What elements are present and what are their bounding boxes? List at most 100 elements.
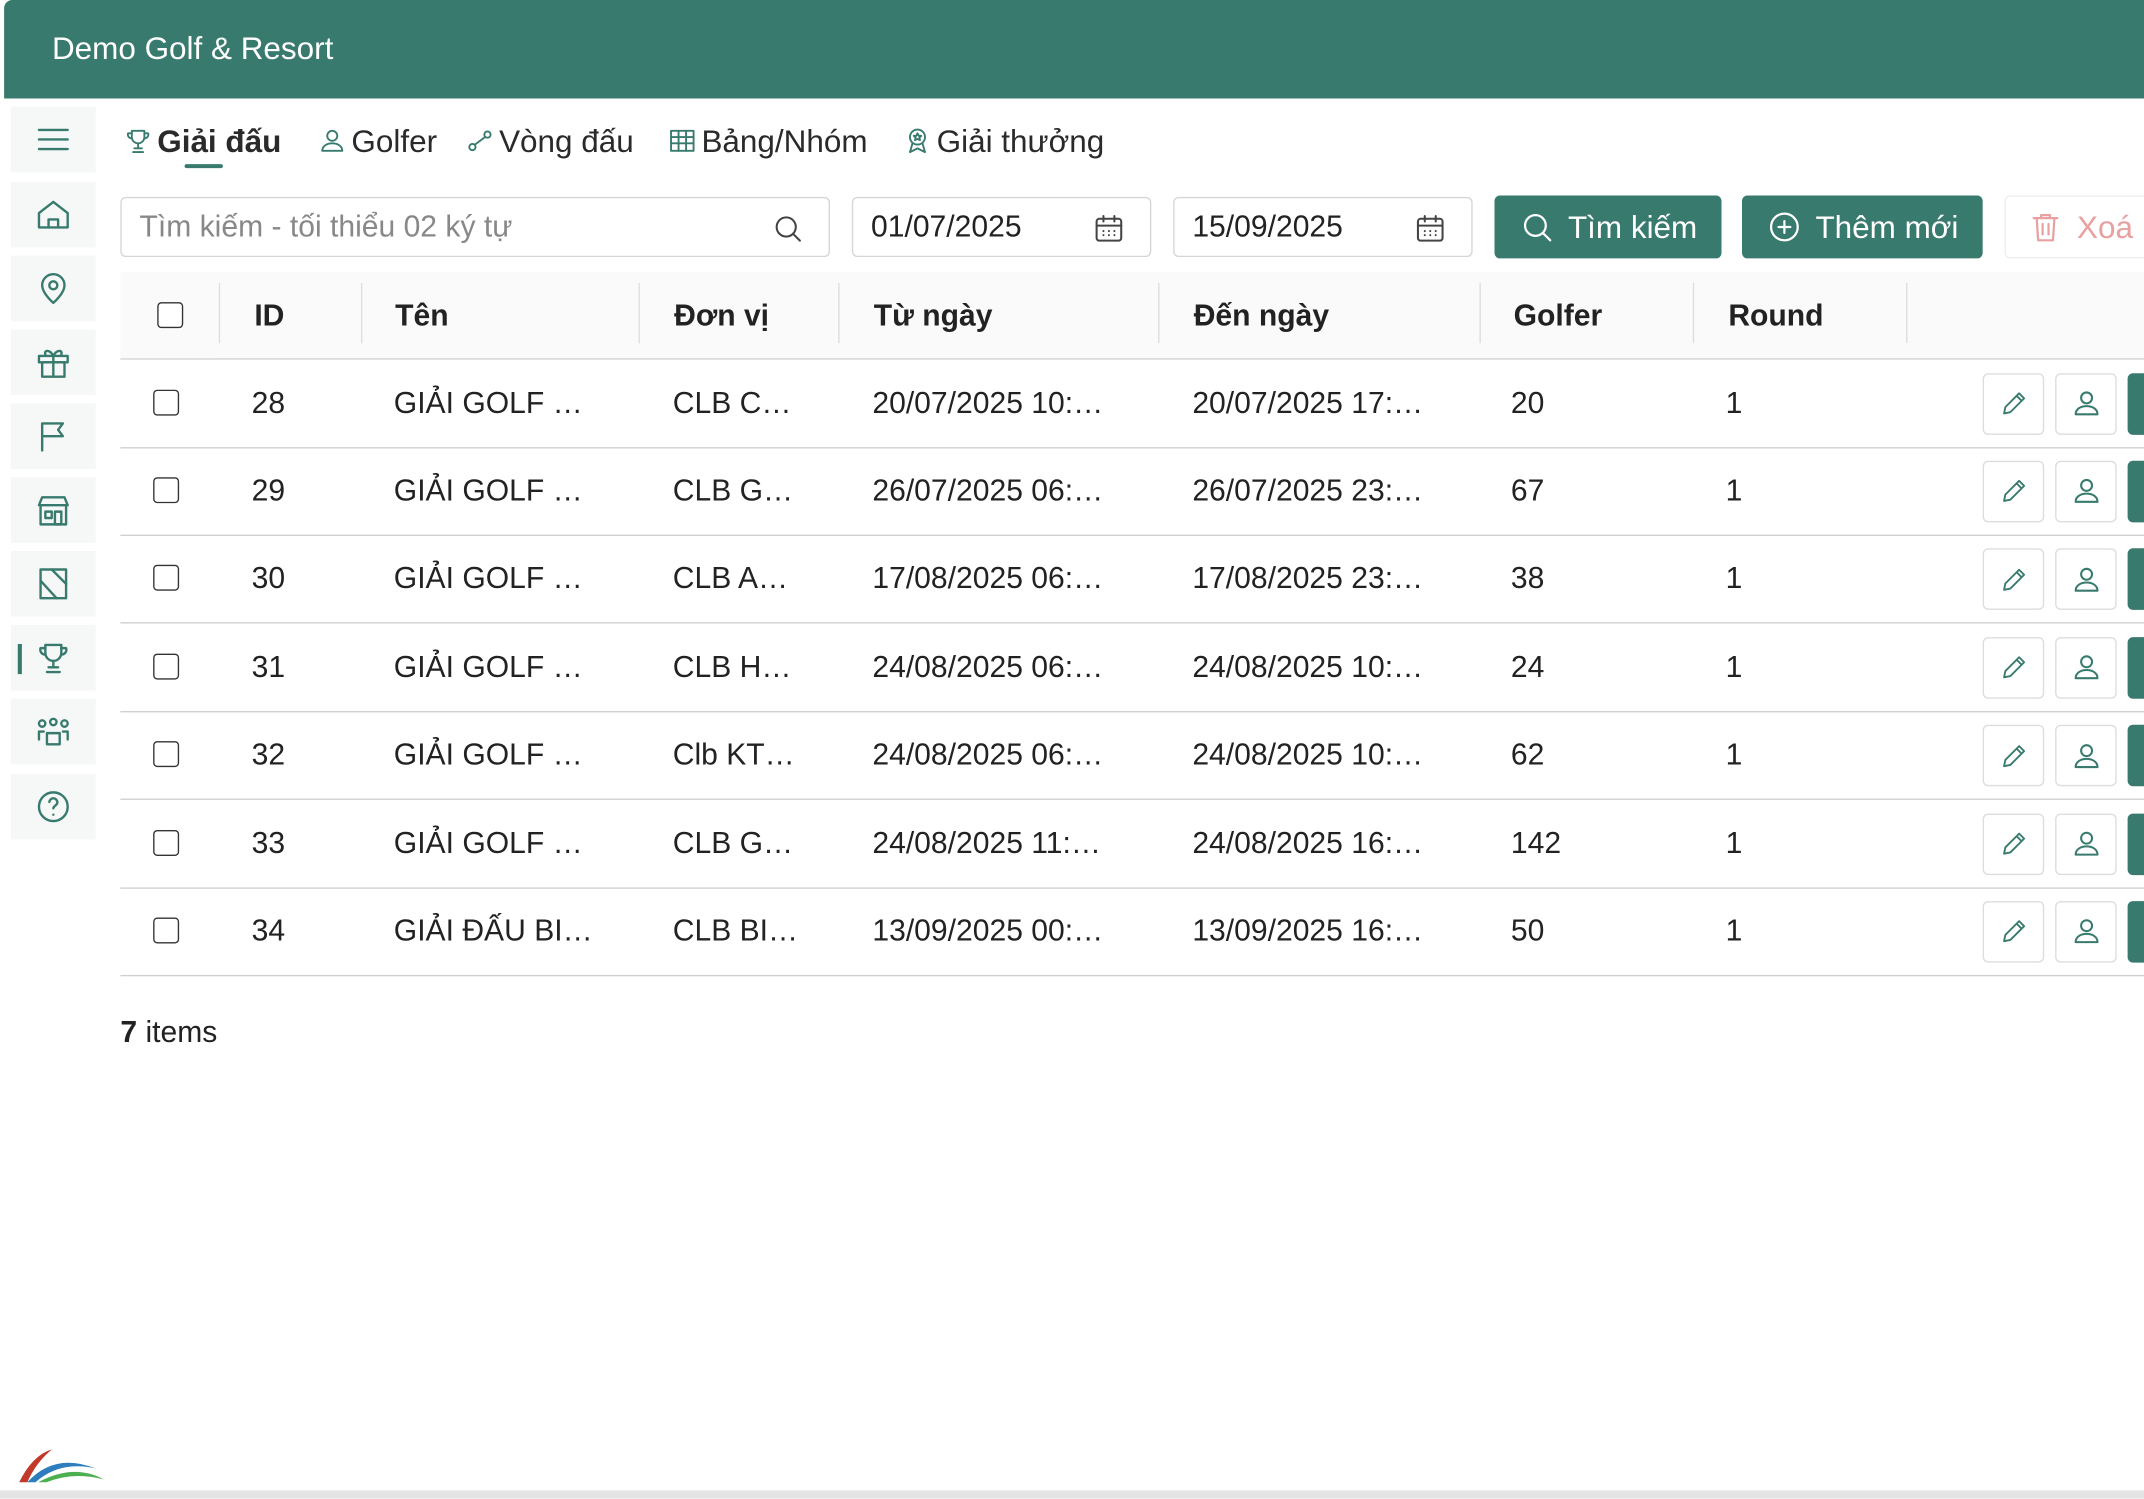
table-cell[interactable]: 1: [1725, 561, 1743, 596]
table-cell[interactable]: 1: [1725, 825, 1743, 860]
golfer-btn[interactable]: [2055, 812, 2117, 875]
edit-btn[interactable]: [1982, 372, 2045, 435]
table-cell[interactable]: 62: [1510, 737, 1545, 772]
table-cell[interactable]: 1: [1725, 649, 1743, 684]
table-cell[interactable]: 1: [1725, 384, 1743, 420]
row-checkbox[interactable]: [153, 565, 180, 592]
row-checkbox[interactable]: [153, 389, 180, 415]
table-cell[interactable]: GIẢI GOLF …: [393, 825, 583, 860]
more-btn[interactable]: [2127, 636, 2144, 699]
action-btn[interactable]: Xoá: [2004, 195, 2144, 259]
table-cell[interactable]: 142: [1510, 825, 1562, 860]
side-nav-help[interactable]: [10, 773, 96, 840]
table-cell[interactable]: Clb KT…: [672, 737, 795, 772]
table-cell[interactable]: 20: [1510, 384, 1545, 420]
more-btn[interactable]: [2127, 724, 2144, 787]
row-checkbox[interactable]: [153, 917, 180, 944]
table-cell[interactable]: GIẢI GOLF …: [393, 384, 583, 420]
table-cell[interactable]: 24/08/2025 16:…: [1192, 825, 1424, 860]
table-cell[interactable]: 24/08/2025 11:…: [872, 825, 1101, 860]
table-cell[interactable]: GIẢI GOLF …: [393, 561, 583, 596]
more-btn[interactable]: [2127, 372, 2144, 435]
table-cell[interactable]: 20/07/2025 10:…: [872, 384, 1104, 420]
more-btn[interactable]: [2127, 460, 2144, 523]
table-cell[interactable]: 38: [1510, 561, 1545, 596]
table-cell[interactable]: 26/07/2025 23:…: [1192, 472, 1424, 508]
table-cell[interactable]: CLB H…: [672, 649, 792, 684]
table-cell[interactable]: CLB A…: [672, 561, 789, 596]
edit-btn[interactable]: [1982, 548, 2045, 611]
table-cell[interactable]: 67: [1510, 472, 1545, 508]
tab[interactable]: Golfer: [317, 120, 437, 161]
row-checkbox[interactable]: [153, 653, 180, 680]
table-cell[interactable]: 24/08/2025 10:…: [1192, 649, 1424, 684]
golfer-btn[interactable]: [2055, 548, 2117, 611]
row-checkbox[interactable]: [153, 741, 180, 768]
tab-underline[interactable]: [184, 164, 223, 169]
row-checkbox[interactable]: [153, 829, 180, 856]
table-cell[interactable]: 20/07/2025 17:…: [1192, 384, 1424, 420]
side-nav-trophy[interactable]: [10, 624, 96, 691]
edit-btn[interactable]: [1982, 460, 2045, 523]
select-all-checkbox[interactable]: [157, 302, 184, 329]
tab[interactable]: Bảng/Nhóm: [667, 120, 868, 161]
table-cell[interactable]: GIẢI GOLF …: [393, 649, 583, 684]
side-nav-book[interactable]: [10, 551, 96, 617]
golfer-btn[interactable]: [2055, 900, 2117, 963]
table-cell[interactable]: 17/08/2025 06:…: [872, 561, 1104, 596]
input[interactable]: Tìm kiếm - tối thiểu 02 ký tự: [120, 196, 830, 258]
side-nav-home[interactable]: [10, 181, 96, 248]
more-btn[interactable]: [2127, 900, 2144, 963]
more-btn[interactable]: [2127, 812, 2144, 875]
table-cell[interactable]: 13/09/2025 00:…: [872, 913, 1104, 948]
tab[interactable]: Giải đấu: [123, 120, 281, 161]
table-cell[interactable]: 26/07/2025 06:…: [872, 472, 1104, 508]
tab[interactable]: Giải thưởng: [902, 120, 1104, 161]
side-nav-team[interactable]: [10, 698, 96, 765]
table-cell[interactable]: GIẢI ĐẤU BI…: [393, 913, 593, 948]
action-btn[interactable]: Tìm kiếm: [1494, 195, 1722, 259]
table-cell[interactable]: 34: [251, 913, 286, 948]
table-cell[interactable]: CLB G…: [672, 825, 794, 860]
edit-btn[interactable]: [1982, 900, 2045, 963]
menu-nav[interactable]: [10, 106, 96, 173]
table-cell[interactable]: 24/08/2025 10:…: [1192, 737, 1424, 772]
table-cell[interactable]: 24: [1510, 649, 1545, 684]
input[interactable]: 15/09/2025: [1173, 196, 1473, 258]
side-nav-shop[interactable]: [10, 477, 96, 543]
table-cell[interactable]: 33: [251, 825, 286, 860]
table-cell[interactable]: 24/08/2025 06:…: [872, 649, 1104, 684]
table-cell[interactable]: 17/08/2025 23:…: [1192, 561, 1424, 596]
golfer-btn[interactable]: [2055, 724, 2117, 787]
table-cell[interactable]: GIẢI GOLF …: [393, 737, 583, 772]
table-cell[interactable]: 24/08/2025 06:…: [872, 737, 1104, 772]
table-cell[interactable]: 1: [1725, 737, 1743, 772]
table-cell[interactable]: CLB BI…: [672, 913, 799, 948]
golfer-btn[interactable]: [2055, 636, 2117, 699]
table-cell[interactable]: 31: [251, 649, 286, 684]
edit-btn[interactable]: [1982, 724, 2045, 787]
side-nav-pin[interactable]: [10, 255, 96, 322]
table-cell[interactable]: 13/09/2025 16:…: [1192, 913, 1424, 948]
tab[interactable]: Vòng đấu: [465, 120, 634, 161]
table-cell[interactable]: 30: [251, 561, 286, 596]
row-checkbox[interactable]: [153, 477, 180, 504]
table-cell[interactable]: 29: [251, 472, 286, 508]
input[interactable]: 01/07/2025: [851, 196, 1152, 258]
table-cell[interactable]: 50: [1510, 913, 1545, 948]
table-cell[interactable]: CLB C…: [672, 384, 792, 420]
golfer-btn[interactable]: [2055, 372, 2117, 435]
more-btn[interactable]: [2127, 548, 2144, 611]
edit-btn[interactable]: [1982, 636, 2045, 699]
golfer-btn[interactable]: [2055, 460, 2117, 523]
table-cell[interactable]: CLB G…: [672, 472, 794, 508]
table-cell[interactable]: 1: [1725, 472, 1743, 508]
action-btn[interactable]: Thêm mới: [1742, 195, 1983, 259]
table-cell[interactable]: 32: [251, 737, 286, 772]
table-cell[interactable]: 28: [251, 384, 286, 420]
edit-btn[interactable]: [1982, 812, 2045, 875]
side-nav-flag[interactable]: [10, 403, 96, 470]
table-cell[interactable]: GIẢI GOLF …: [393, 472, 583, 508]
table-cell[interactable]: 1: [1725, 913, 1743, 948]
side-nav-gift[interactable]: [10, 329, 96, 396]
